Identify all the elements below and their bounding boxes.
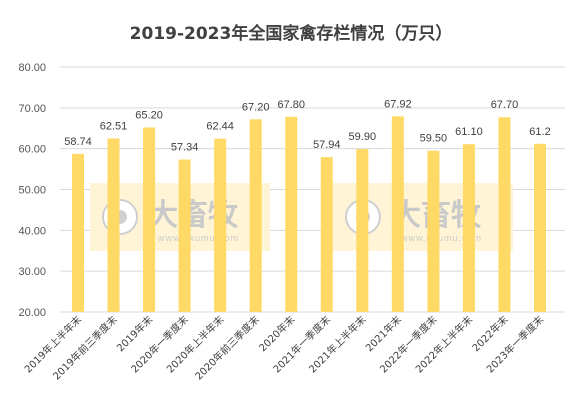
bar [107,138,120,312]
bar [391,116,404,313]
data-label: 62.51 [100,120,128,132]
bar [356,149,369,312]
bar [178,159,191,312]
y-tick-label: 80.00 [18,62,46,74]
bars [72,116,546,313]
bar [72,153,84,312]
bar [214,138,227,312]
data-label: 67.80 [277,99,305,111]
bar [534,143,546,312]
y-tick-label: 20.00 [18,307,46,319]
data-label: 58.74 [64,136,92,148]
y-axis-ticks: 20.00 30.00 40.00 50.00 60.00 70.00 80.00 [18,62,46,319]
bar [462,144,475,312]
bar [427,150,440,312]
data-label: 57.94 [313,139,341,151]
x-tick-label: 2020年前三季度末 [192,313,262,383]
bar [143,127,156,312]
x-tick-label: 2021年上半年末 [306,313,369,376]
bar [285,116,298,312]
data-label: 61.10 [455,126,483,138]
y-tick-label: 70.00 [18,103,46,115]
bar [249,119,262,313]
x-axis-labels: 2019年上半年末2019年前三季度末2019年末2020年一季度末2020年上… [22,313,547,383]
data-label: 59.50 [420,133,448,145]
y-tick-label: 60.00 [18,144,46,156]
data-label: 57.34 [171,142,199,154]
data-label: 67.92 [384,98,412,110]
x-tick-label: 2023年一季度末 [484,313,547,376]
y-tick-label: 50.00 [18,185,46,197]
bar [498,117,511,312]
watermark-url: www.dxumu.com [157,233,239,243]
data-label: 61.2 [529,126,550,138]
data-label: 65.20 [135,109,163,121]
watermark-url: www.dxumu.com [400,233,482,243]
data-label: 62.44 [206,121,234,133]
y-tick-label: 40.00 [18,225,46,237]
bar [320,157,333,312]
data-label: 67.70 [491,99,519,111]
data-label: 67.20 [242,101,270,113]
y-tick-label: 30.00 [18,266,46,278]
x-tick-label: 2019年前三季度末 [50,313,120,383]
chart-title: 2019-2023年全国家禽存栏情况（万只） [130,23,453,44]
x-tick-label: 2022年上半年末 [412,313,475,376]
data-labels: 58.74 62.51 65.20 57.34 62.44 67.20 67.80 57.94… [64,98,550,153]
data-label: 59.90 [349,131,377,143]
